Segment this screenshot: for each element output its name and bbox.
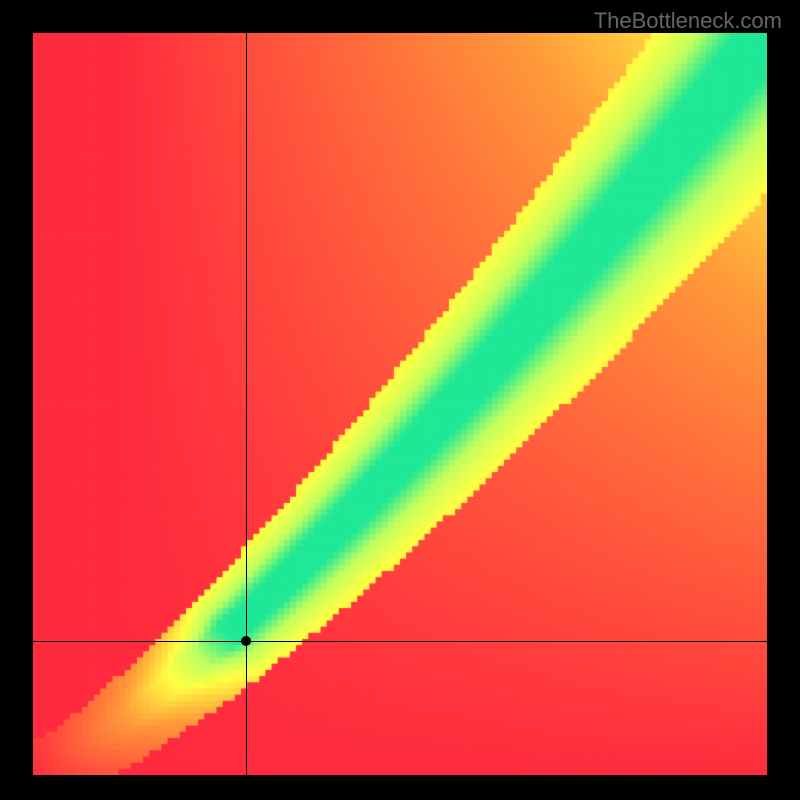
crosshair-vertical [246,33,247,775]
watermark-text: TheBottleneck.com [594,8,782,34]
chart-container: TheBottleneck.com [0,0,800,800]
crosshair-marker [241,636,251,646]
heatmap-canvas [33,33,767,775]
plot-area [33,33,767,775]
crosshair-horizontal [33,641,767,642]
